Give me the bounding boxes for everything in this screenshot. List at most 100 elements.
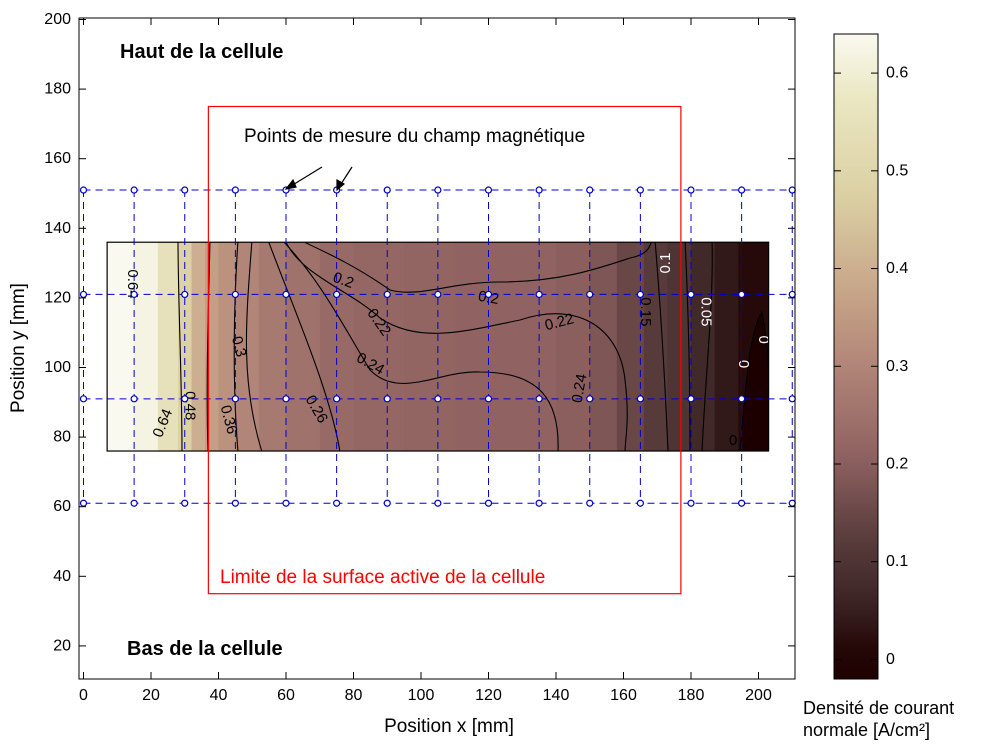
- y-tick-label: 20: [53, 637, 71, 654]
- measurement-point: [687, 499, 695, 507]
- measurement-point: [383, 395, 391, 403]
- measurement-point: [231, 499, 239, 507]
- contour-line: [701, 242, 713, 452]
- contour-label: 0.3: [228, 334, 250, 359]
- colorbar-tick-label: 0.1: [886, 553, 908, 570]
- contour-label: 0.36: [217, 403, 241, 436]
- measurement-point: [636, 499, 644, 507]
- y-tick-label: 160: [44, 150, 71, 167]
- contour-line: [233, 242, 239, 452]
- colorbar-tick-label: 0: [886, 651, 895, 668]
- x-tick-label: 140: [543, 687, 570, 704]
- contour-label: 0.64: [124, 269, 141, 298]
- y-tick-label: 40: [53, 568, 71, 585]
- contour-line: [684, 242, 691, 452]
- measurement-point: [231, 395, 239, 403]
- measurement-points-label: Points de mesure du champ magnétique: [244, 126, 585, 147]
- contour-line: [245, 242, 263, 452]
- x-tick-label: 100: [408, 687, 435, 704]
- zero-density-region: [740, 312, 769, 452]
- measurement-point: [434, 290, 442, 299]
- measurement-point: [586, 499, 594, 507]
- measurement-point: [181, 499, 189, 507]
- colorbar-tick-label: 0.4: [886, 260, 908, 277]
- colorbar: [834, 34, 878, 679]
- measurement-point: [484, 499, 493, 507]
- field-band: [134, 242, 159, 452]
- measurement-point: [79, 186, 88, 194]
- x-tick-label: 80: [345, 687, 363, 704]
- measurement-point: [282, 290, 290, 299]
- measurement-point: [484, 186, 493, 194]
- contour-label: 0: [729, 432, 737, 449]
- measurement-point: [535, 395, 543, 403]
- field-band: [714, 242, 739, 452]
- measurement-point: [535, 290, 543, 299]
- field-band: [667, 242, 692, 452]
- field-band: [353, 242, 405, 452]
- field-band: [286, 242, 321, 452]
- measurement-point: [484, 290, 493, 299]
- measurement-point: [586, 395, 594, 403]
- contour-line: [268, 242, 341, 452]
- measurement-point: [181, 186, 189, 194]
- contour-line: [177, 242, 183, 452]
- measurement-point: [333, 499, 341, 507]
- y-tick-label: 200: [44, 11, 71, 28]
- contour-label: 0.1: [657, 253, 674, 274]
- measurement-point: [130, 290, 138, 299]
- measurement-point: [434, 499, 442, 507]
- top-of-cell-label: Haut de la cellule: [120, 41, 283, 63]
- colorbar-tick-label: 0.5: [886, 162, 908, 179]
- measurement-point: [383, 290, 391, 299]
- y-axis-label: Position y [mm]: [8, 283, 29, 413]
- y-tick-label: 100: [44, 359, 71, 376]
- measurement-point: [231, 290, 239, 299]
- measurement-point: [282, 499, 290, 507]
- field-band: [235, 242, 260, 452]
- field-band: [454, 242, 506, 452]
- measurement-point: [788, 499, 796, 507]
- field-band: [589, 242, 618, 452]
- y-tick-label: 80: [53, 429, 71, 446]
- field-band: [691, 242, 716, 452]
- x-tick-label: 20: [142, 687, 160, 704]
- measurement-point: [687, 186, 695, 194]
- measurement-point: [484, 395, 493, 403]
- contour-label: 0.15: [637, 297, 654, 326]
- contour-line: [283, 242, 559, 452]
- measurement-point: [636, 290, 644, 299]
- measurement-point: [535, 186, 543, 194]
- contour-label: 0: [755, 335, 772, 343]
- measurement-grid: [79, 186, 796, 507]
- contour-line: [654, 242, 669, 452]
- field-band: [259, 242, 287, 452]
- measurement-point: [738, 186, 746, 194]
- axes-frame: [78, 17, 796, 680]
- measurement-point: [333, 395, 341, 403]
- measurement-point: [738, 499, 746, 507]
- contour-line: [285, 242, 628, 452]
- measurement-point: [333, 290, 341, 299]
- measurement-point: [738, 395, 746, 403]
- measurement-point: [282, 395, 290, 403]
- contour-label: 0.22: [543, 310, 576, 334]
- x-tick-label: 40: [210, 687, 228, 704]
- x-tick-label: 180: [678, 687, 705, 704]
- colorbar-frame: [833, 33, 879, 680]
- measurement-point: [788, 186, 796, 194]
- measurement-point: [130, 395, 138, 403]
- contour-label: 0.05: [698, 297, 715, 326]
- annotation-arrows: [284, 166, 353, 192]
- x-tick-label: 60: [277, 687, 295, 704]
- measurement-point: [79, 395, 88, 403]
- colorbar-tick-label: 0.2: [886, 456, 908, 473]
- x-tick-label: 0: [79, 687, 88, 704]
- colorbar-ticks: 0 0.1 0.2 0.3 0.4 0.5 0.6: [834, 65, 908, 668]
- y-tick-label: 120: [44, 289, 71, 306]
- field-band: [616, 242, 645, 452]
- measurement-point: [788, 395, 796, 403]
- x-tick-label: 120: [475, 687, 502, 704]
- bottom-of-cell-label: Bas de la cellule: [127, 638, 283, 660]
- y-tick-label: 140: [44, 220, 71, 237]
